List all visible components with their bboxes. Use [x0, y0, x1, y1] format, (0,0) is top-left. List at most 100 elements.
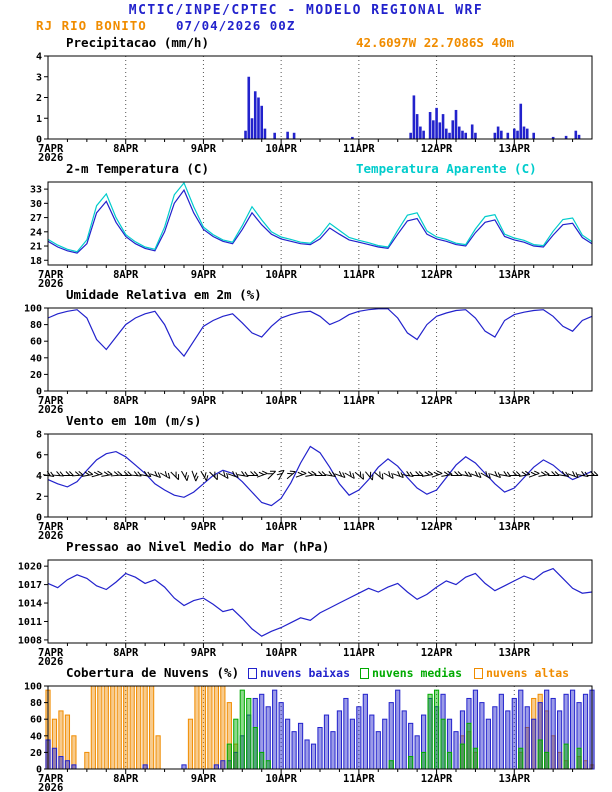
- pressure-plot: 1008 1011 1014 1017 1020 7APR 8APR 9APR 10APR 11A…: [18, 559, 593, 665]
- svg-text:7APR: 7APR: [38, 521, 64, 533]
- svg-text:100: 100: [24, 304, 42, 315]
- svg-text:11APR: 11APR: [343, 395, 375, 407]
- svg-text:13APR: 13APR: [498, 143, 530, 155]
- svg-text:40: 40: [30, 731, 42, 742]
- svg-text:7APR: 7APR: [38, 143, 64, 155]
- panel-pressure: Pressao ao Nivel Medio do Mar (hPa) 1008…: [0, 539, 612, 665]
- apparent-temp-label: Temperatura Aparente (C): [356, 161, 537, 176]
- svg-text:18: 18: [30, 256, 42, 267]
- svg-text:10APR: 10APR: [265, 143, 297, 155]
- panel-precipitation: Precipitacao (mm/h) 42.6097W 22.7086S 40…: [0, 35, 612, 161]
- pressure-title: Pressao ao Nivel Medio do Mar (hPa): [66, 539, 330, 554]
- svg-text:2026: 2026: [38, 782, 63, 791]
- clouds-title: Cobertura de Nuvens (%): [66, 665, 240, 680]
- temp-plot: 18 21 24 27 30 33 7APR 8APR 9APR 10APR 11APR 12APR 1…: [30, 181, 593, 287]
- svg-text:12APR: 12APR: [421, 269, 453, 281]
- panel-clouds: Cobertura de Nuvens (%) nuvens baixas nu…: [0, 665, 612, 791]
- svg-text:2026: 2026: [38, 530, 63, 539]
- svg-text:9APR: 9APR: [191, 269, 217, 281]
- svg-text:13APR: 13APR: [498, 521, 530, 533]
- legend-box-mid-clouds-icon: [360, 667, 369, 679]
- svg-text:30: 30: [30, 199, 42, 210]
- svg-text:10APR: 10APR: [265, 521, 297, 533]
- svg-text:40: 40: [30, 353, 42, 364]
- legend-label-high-clouds: nuvens altas: [486, 666, 570, 680]
- clouds-title-row: Cobertura de Nuvens (%) nuvens baixas nu…: [0, 665, 612, 681]
- svg-text:100: 100: [24, 682, 42, 693]
- svg-text:9APR: 9APR: [191, 521, 217, 533]
- svg-text:0: 0: [36, 765, 42, 776]
- svg-text:60: 60: [30, 715, 42, 726]
- svg-text:12APR: 12APR: [421, 773, 453, 785]
- svg-text:3: 3: [36, 72, 42, 83]
- run-datetime-label: 07/04/2026 00Z: [176, 18, 296, 33]
- svg-text:12APR: 12APR: [421, 143, 453, 155]
- svg-text:20: 20: [30, 370, 42, 381]
- panel-wind: Vento em 10m (m/s) 0 2 4 6 8 7APR 8APR 9APR 10AP…: [0, 413, 612, 539]
- svg-text:1017: 1017: [18, 580, 42, 591]
- svg-text:7APR: 7APR: [38, 647, 64, 659]
- svg-text:12APR: 12APR: [421, 647, 453, 659]
- humidity-title: Umidade Relativa em 2m (%): [66, 287, 262, 302]
- svg-text:10APR: 10APR: [265, 395, 297, 407]
- svg-text:9APR: 9APR: [191, 647, 217, 659]
- svg-text:13APR: 13APR: [498, 395, 530, 407]
- humidity-plot: 0 20 40 60 80 100 7APR 8APR 9APR 10APR 11APR 12APR 1…: [24, 304, 593, 413]
- svg-text:13APR: 13APR: [498, 269, 530, 281]
- svg-text:10APR: 10APR: [265, 269, 297, 281]
- svg-text:0: 0: [36, 387, 42, 398]
- coords-label: 42.6097W 22.7086S 40m: [356, 35, 515, 50]
- svg-text:12APR: 12APR: [421, 395, 453, 407]
- svg-text:7APR: 7APR: [38, 773, 64, 785]
- header-line2: RJ RIO BONITO 07/04/2026 00Z: [0, 18, 612, 35]
- svg-text:8APR: 8APR: [113, 647, 139, 659]
- svg-text:2026: 2026: [38, 278, 63, 287]
- svg-text:1011: 1011: [18, 617, 42, 628]
- svg-text:9APR: 9APR: [191, 143, 217, 155]
- svg-text:8APR: 8APR: [113, 143, 139, 155]
- svg-text:1008: 1008: [18, 635, 42, 646]
- svg-text:11APR: 11APR: [343, 647, 375, 659]
- svg-text:4: 4: [36, 52, 42, 63]
- svg-text:11APR: 11APR: [343, 143, 375, 155]
- svg-text:11APR: 11APR: [343, 521, 375, 533]
- legend-nuvens-altas: nuvens altas: [474, 666, 569, 680]
- precip-title: Precipitacao (mm/h): [66, 35, 209, 50]
- svg-text:2026: 2026: [38, 152, 63, 161]
- wind-title: Vento em 10m (m/s): [66, 413, 202, 428]
- svg-text:1: 1: [36, 114, 42, 125]
- panel-temperature: 2-m Temperatura (C) Temperatura Aparente…: [0, 161, 612, 287]
- svg-text:13APR: 13APR: [498, 647, 530, 659]
- svg-text:8APR: 8APR: [113, 521, 139, 533]
- svg-text:2: 2: [36, 93, 42, 104]
- svg-text:33: 33: [30, 185, 42, 196]
- svg-text:11APR: 11APR: [343, 269, 375, 281]
- svg-text:8APR: 8APR: [113, 269, 139, 281]
- legend-box-high-clouds-icon: [474, 667, 483, 679]
- temp-title-row: 2-m Temperatura (C) Temperatura Aparente…: [0, 161, 612, 177]
- svg-text:10APR: 10APR: [265, 773, 297, 785]
- svg-text:0: 0: [36, 135, 42, 146]
- page-title: MCTIC/INPE/CPTEC - MODELO REGIONAL WRF: [128, 3, 484, 18]
- legend-box-low-clouds-icon: [248, 667, 257, 679]
- svg-text:8APR: 8APR: [113, 395, 139, 407]
- svg-text:10APR: 10APR: [265, 647, 297, 659]
- legend-label-low-clouds: nuvens baixas: [260, 666, 351, 680]
- svg-text:13APR: 13APR: [498, 773, 530, 785]
- svg-text:6: 6: [36, 450, 42, 461]
- svg-text:21: 21: [30, 242, 42, 253]
- wind-plot: 0 2 4 6 8 7APR 8APR 9APR 10APR 11APR 12APR 13APR 202…: [36, 430, 599, 539]
- station-label: RJ RIO BONITO: [36, 18, 147, 33]
- svg-text:4: 4: [36, 471, 42, 482]
- svg-text:12APR: 12APR: [421, 521, 453, 533]
- panel-humidity: Umidade Relativa em 2m (%) 0 20 40 60 80 100 7…: [0, 287, 612, 413]
- humidity-title-row: Umidade Relativa em 2m (%): [0, 287, 612, 303]
- svg-text:1020: 1020: [18, 562, 42, 573]
- svg-text:80: 80: [30, 698, 42, 709]
- legend-nuvens-medias: nuvens medias: [360, 666, 462, 680]
- svg-text:20: 20: [30, 748, 42, 759]
- temp-title: 2-m Temperatura (C): [66, 161, 209, 176]
- svg-text:11APR: 11APR: [343, 773, 375, 785]
- svg-text:80: 80: [30, 320, 42, 331]
